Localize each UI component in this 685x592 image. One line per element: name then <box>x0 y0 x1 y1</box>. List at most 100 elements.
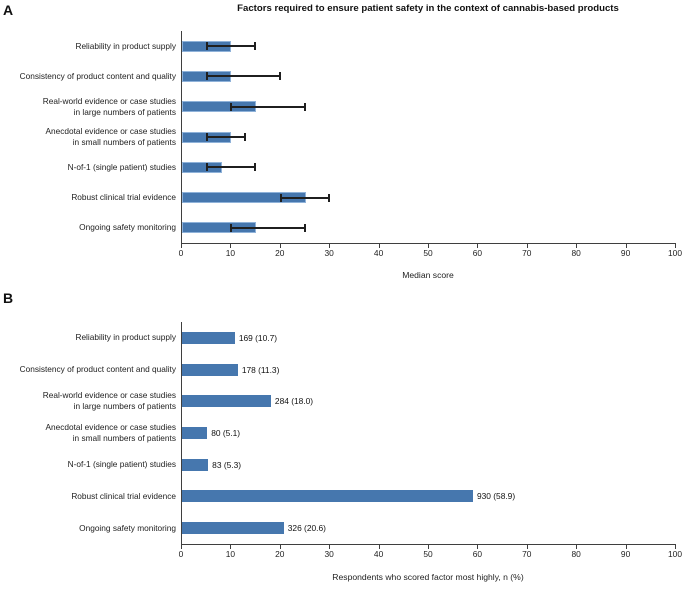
x-axis-tick <box>230 244 232 248</box>
x-axis-tick <box>181 545 182 549</box>
category-label: Consistency of product content and quali… <box>19 364 176 375</box>
x-axis-tick-label: 30 <box>324 248 334 258</box>
error-bar-left-cap <box>205 72 208 81</box>
x-axis-tick-label: 70 <box>522 549 532 559</box>
x-axis-tick-label: 90 <box>620 248 631 258</box>
category-label: N-of-1 (single patient) studies <box>67 459 176 470</box>
panel-a-x-axis-label: Median score <box>402 270 454 280</box>
x-axis-tick-label: 20 <box>275 248 285 258</box>
x-axis-tick <box>329 545 331 549</box>
category-label: Anecdotal evidence or case studies in sm… <box>45 422 176 443</box>
x-axis-tick <box>576 244 578 248</box>
x-axis-tick <box>181 244 182 248</box>
error-bar-left-cap <box>230 223 233 232</box>
error-bar-left-cap <box>230 102 233 111</box>
error-bar-right-cap <box>254 163 257 172</box>
bar <box>182 363 238 376</box>
error-bar-line <box>230 226 305 229</box>
x-axis-tick <box>526 545 528 549</box>
x-axis-tick <box>576 545 578 549</box>
bar <box>182 522 284 535</box>
error-bar-line <box>230 105 305 108</box>
x-axis-tick-label: 80 <box>571 549 581 559</box>
panel-b-label: B <box>3 290 14 306</box>
error-bar-left-cap <box>205 42 208 51</box>
category-label: N-of-1 (single patient) studies <box>67 161 176 172</box>
error-bar-left-cap <box>279 193 282 202</box>
figure-title: Factors required to ensure patient safet… <box>237 3 619 14</box>
x-axis-tick <box>526 244 528 248</box>
panel-b-x-axis-label: Respondents who scored factor most highl… <box>332 572 524 582</box>
error-bar-right-cap <box>328 193 331 202</box>
x-axis-tick <box>675 545 676 549</box>
bar-value-label: 80 (5.1) <box>211 428 241 438</box>
category-label: Real-world evidence or case studies in l… <box>42 390 176 412</box>
error-bar-line <box>205 45 256 48</box>
x-axis-tick <box>625 244 627 248</box>
bar <box>182 395 271 408</box>
bar-value-label: 169 (10.7) <box>238 332 278 343</box>
error-bar-line <box>205 136 246 138</box>
x-axis-tick <box>230 545 232 549</box>
bar <box>182 490 473 503</box>
error-bar-line <box>205 166 256 169</box>
x-axis-tick-label: 40 <box>373 248 384 258</box>
error-bar-right-cap <box>244 133 247 141</box>
x-axis-tick <box>477 545 479 549</box>
x-axis-tick-label: 30 <box>324 549 334 559</box>
x-axis-tick-label: 50 <box>423 248 433 258</box>
x-axis-tick-label: 50 <box>423 549 433 559</box>
x-axis-tick-label: 10 <box>225 549 236 559</box>
category-label: Ongoing safety monitoring <box>79 522 176 533</box>
x-axis-tick-label: 0 <box>178 549 184 559</box>
x-axis-tick-label: 90 <box>620 549 631 559</box>
bar-value-label: 930 (58.9) <box>476 491 516 502</box>
bar <box>182 458 209 471</box>
error-bar-line <box>279 196 330 199</box>
x-axis-tick <box>279 545 281 549</box>
x-axis-tick-label: 10 <box>225 248 236 258</box>
category-label: Consistency of product content and quali… <box>19 71 176 82</box>
error-bar-right-cap <box>303 223 306 232</box>
y-axis-line <box>181 322 182 544</box>
x-axis-tick-label: 60 <box>472 248 483 258</box>
x-axis-line <box>181 243 676 244</box>
category-label: Robust clinical trial evidence <box>71 491 176 502</box>
error-bar-right-cap <box>254 42 257 51</box>
panel-a-label: A <box>3 2 14 18</box>
bar-value-label: 284 (18.0) <box>274 396 314 407</box>
bar-value-label: 83 (5.3) <box>212 459 242 470</box>
category-label: Anecdotal evidence or case studies in sm… <box>45 126 176 147</box>
bar-value-label: 178 (11.3) <box>241 364 280 375</box>
error-bar-right-cap <box>278 72 281 81</box>
category-label: Ongoing safety monitoring <box>79 222 176 233</box>
x-axis-tick-label: 60 <box>472 549 483 559</box>
x-axis-tick <box>279 244 281 248</box>
x-axis-line <box>181 544 676 545</box>
bar <box>182 331 235 344</box>
category-label: Real-world evidence or case studies in l… <box>42 95 176 117</box>
error-bar-left-cap <box>205 163 208 172</box>
x-axis-tick <box>329 244 331 248</box>
x-axis-tick <box>625 545 627 549</box>
x-axis-tick-label: 40 <box>373 549 384 559</box>
x-axis-tick <box>675 244 676 248</box>
x-axis-tick <box>378 244 380 248</box>
x-axis-tick-label: 100 <box>668 248 682 258</box>
x-axis-tick-label: 20 <box>275 549 285 559</box>
x-axis-tick <box>378 545 380 549</box>
x-axis-tick <box>477 244 479 248</box>
bar-value-label: 326 (20.6) <box>287 523 326 534</box>
category-label: Reliability in product supply <box>75 332 176 343</box>
x-axis-tick <box>428 545 429 549</box>
y-axis-line <box>181 31 182 243</box>
x-axis-tick <box>428 244 429 248</box>
category-label: Reliability in product supply <box>75 40 176 51</box>
bar <box>182 427 208 439</box>
x-axis-tick-label: 0 <box>178 248 184 258</box>
x-axis-tick-label: 80 <box>571 248 581 258</box>
error-bar-line <box>205 75 280 78</box>
